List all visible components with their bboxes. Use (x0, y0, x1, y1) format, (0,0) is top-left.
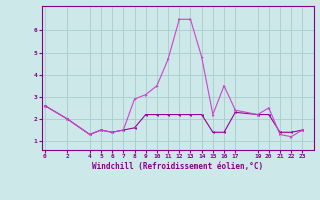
X-axis label: Windchill (Refroidissement éolien,°C): Windchill (Refroidissement éolien,°C) (92, 162, 263, 171)
